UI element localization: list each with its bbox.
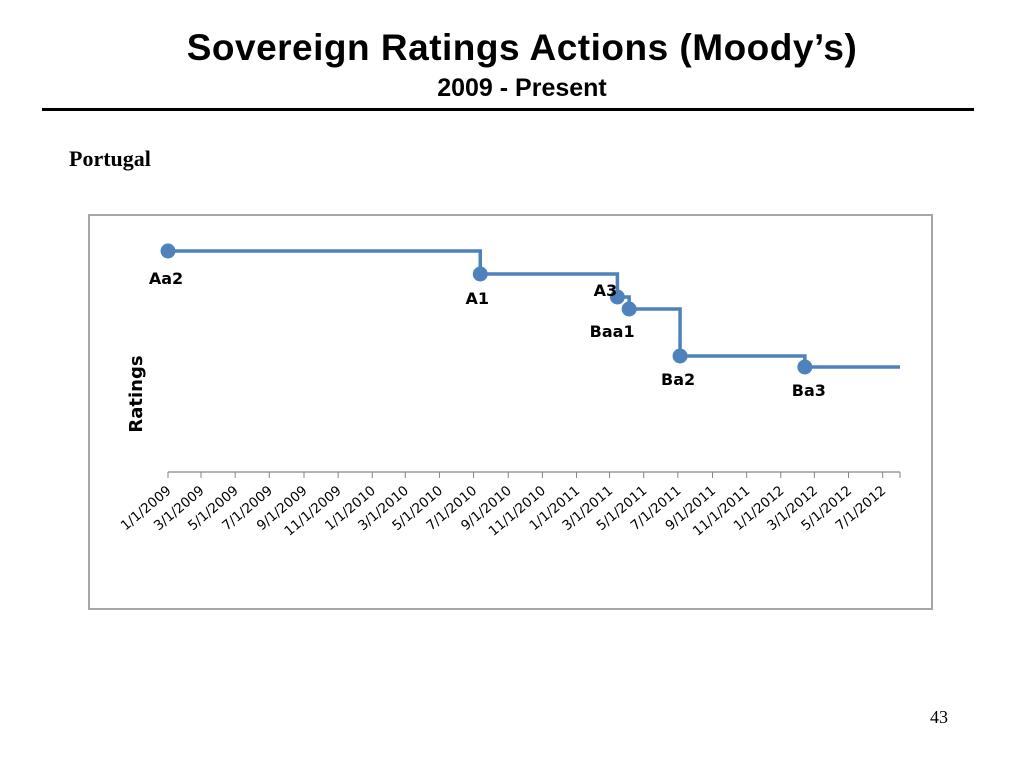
data-label: Baa1 bbox=[590, 322, 635, 341]
data-labels: Aa2 A1 A3 Baa1 Ba2 Ba3 bbox=[149, 269, 826, 400]
data-label: A1 bbox=[466, 289, 490, 308]
y-axis-label: Ratings bbox=[126, 355, 147, 432]
series-rating bbox=[160, 243, 900, 375]
data-label: Ba2 bbox=[661, 370, 695, 389]
data-point bbox=[797, 359, 813, 375]
x-axis: 1/1/20093/1/20095/1/20097/1/20099/1/2009… bbox=[118, 471, 901, 540]
data-point bbox=[160, 243, 176, 259]
data-point bbox=[472, 266, 488, 282]
data-label: A3 bbox=[594, 281, 618, 300]
country-label: Portugal bbox=[69, 146, 151, 171]
slide-title: Sovereign Ratings Actions (Moody’s) bbox=[186, 27, 858, 68]
data-point bbox=[621, 301, 637, 317]
chart-frame: 1/1/2009 3/1/2009 5/1/2009 7/1/2009 9/1/2009… bbox=[88, 214, 933, 610]
page-number: 43 bbox=[930, 707, 948, 727]
data-point bbox=[672, 348, 688, 364]
data-label: Ba3 bbox=[792, 381, 826, 400]
slide-subtitle: 2009 - Present bbox=[437, 74, 607, 102]
data-label: Aa2 bbox=[149, 269, 183, 288]
series-line bbox=[168, 249, 900, 369]
title-divider bbox=[42, 108, 974, 111]
data-point bbox=[609, 289, 625, 305]
ratings-chart: 1/1/20093/1/20095/1/20097/1/20099/1/2009… bbox=[118, 243, 901, 540]
